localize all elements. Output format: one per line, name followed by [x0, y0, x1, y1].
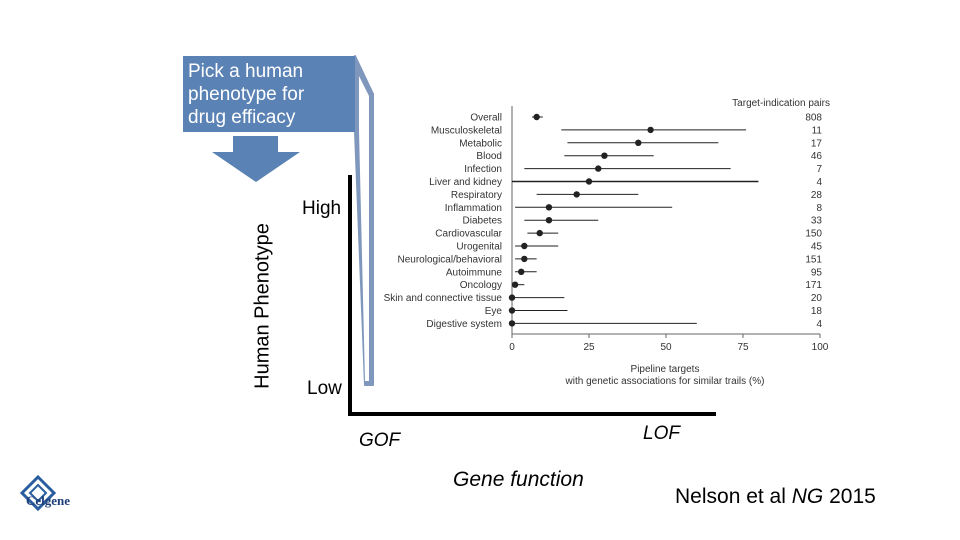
row-label: Oncology [460, 280, 502, 291]
pairs-count: 28 [811, 190, 823, 201]
pairs-header: Target-indication pairs [732, 98, 830, 109]
zoom-connector-inner [359, 76, 369, 381]
row-label: Metabolic [459, 138, 502, 149]
pairs-count: 171 [805, 280, 822, 291]
data-point [585, 178, 593, 185]
pairs-count: 18 [811, 306, 823, 317]
chart-xlabel-line2: with genetic associations for similar tr… [565, 376, 765, 387]
row-label: Neurological/behavioral [397, 254, 502, 265]
gene-function-label: Gene function [453, 468, 584, 491]
pairs-count: 33 [811, 216, 823, 227]
data-point [545, 204, 553, 211]
pairs-count: 151 [805, 254, 822, 265]
data-point [573, 191, 580, 198]
row-label: Cardiovascular [435, 229, 502, 240]
data-point [533, 113, 540, 121]
efficacy-chart: Target-indication pairs Overall 808 Musculo… [384, 98, 830, 387]
row-label: Blood [476, 151, 502, 162]
row-label: Autoimmune [446, 267, 503, 278]
x-tick-label: 75 [737, 342, 749, 353]
callout-line: Pick a human [188, 61, 304, 82]
pairs-count: 45 [811, 242, 823, 253]
callout-line: phenotype for [188, 84, 305, 105]
logo-text: Celgene [26, 493, 70, 508]
citation-authors: Nelson et al [675, 485, 786, 508]
x-tick-label: 25 [583, 342, 595, 353]
pairs-count: 20 [811, 293, 823, 304]
pairs-count: 8 [816, 203, 822, 214]
row-label: Diabetes [463, 216, 502, 227]
data-point [508, 307, 516, 314]
row-label: Inflammation [445, 203, 502, 214]
pairs-count: 46 [811, 151, 823, 162]
citation: Nelson et al NG 2015 [675, 485, 876, 509]
row-label: Infection [464, 164, 502, 175]
pairs-count: 808 [805, 113, 822, 124]
data-point [635, 139, 642, 146]
pairs-count: 7 [816, 164, 822, 175]
gof-label: GOF [359, 430, 401, 451]
row-label: Digestive system [426, 319, 502, 330]
citation-journal: NG [791, 485, 824, 508]
x-tick-label: 50 [660, 342, 672, 353]
lof-label: LOF [643, 423, 680, 444]
row-label: Skin and connective tissue [384, 293, 503, 304]
pairs-count: 11 [812, 125, 823, 136]
pairs-count: 17 [811, 138, 823, 149]
callout-text: Pick a human phenotype for drug efficacy [188, 60, 304, 129]
row-label: Respiratory [451, 190, 502, 201]
chart-xlabel-line1: Pipeline targets [631, 364, 700, 375]
pairs-count: 150 [805, 229, 822, 240]
row-label: Musculoskeletal [431, 125, 502, 136]
high-label: High [302, 198, 342, 219]
data-point [647, 126, 654, 134]
row-label: Liver and kidney [429, 177, 502, 188]
data-point [521, 242, 528, 250]
row-label: Eye [485, 306, 503, 317]
data-point [521, 255, 528, 263]
x-tick-label: 100 [812, 342, 829, 353]
data-point [601, 152, 608, 159]
row-label: Urogenital [456, 242, 502, 253]
data-point [595, 165, 602, 172]
pairs-count: 95 [811, 267, 823, 278]
celgene-logo: Celgene [19, 475, 70, 512]
data-point [536, 229, 543, 237]
low-label: Low [307, 378, 342, 399]
callout-line: drug efficacy [188, 107, 296, 128]
data-point [545, 217, 553, 224]
data-point [508, 294, 516, 301]
citation-year: 2015 [829, 485, 876, 508]
y-axis-label: Human Phenotype [251, 223, 274, 389]
data-point [508, 320, 516, 327]
pairs-count: 4 [816, 319, 822, 330]
data-point [518, 268, 525, 275]
data-point [511, 281, 519, 288]
x-tick-label: 0 [509, 342, 515, 353]
callout-box: Pick a human phenotype for drug efficacy [183, 56, 355, 132]
row-label: Overall [470, 113, 502, 124]
pairs-count: 4 [816, 177, 822, 188]
callout-arrow [212, 136, 300, 182]
